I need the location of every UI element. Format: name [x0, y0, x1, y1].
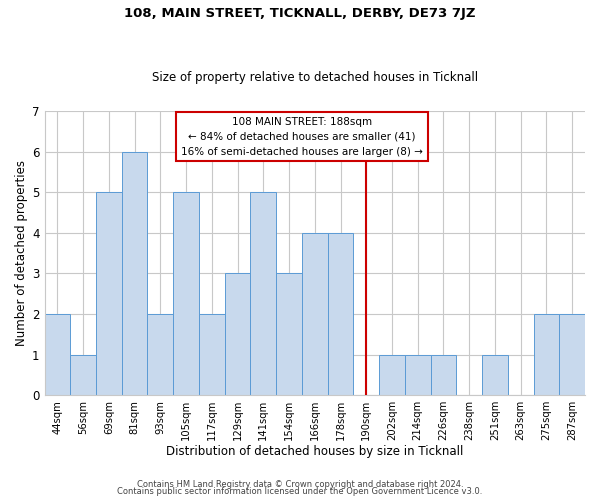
Bar [250, 192, 276, 395]
Title: Size of property relative to detached houses in Ticknall: Size of property relative to detached ho… [152, 70, 478, 84]
Text: Contains public sector information licensed under the Open Government Licence v3: Contains public sector information licen… [118, 488, 482, 496]
Bar [379, 354, 405, 395]
Bar [173, 192, 199, 395]
Bar [328, 233, 353, 395]
Text: Contains HM Land Registry data © Crown copyright and database right 2024.: Contains HM Land Registry data © Crown c… [137, 480, 463, 489]
Y-axis label: Number of detached properties: Number of detached properties [15, 160, 28, 346]
Bar [70, 354, 96, 395]
Text: 108, MAIN STREET, TICKNALL, DERBY, DE73 7JZ: 108, MAIN STREET, TICKNALL, DERBY, DE73 … [124, 8, 476, 20]
Bar [44, 314, 70, 395]
Bar [96, 192, 122, 395]
Bar [559, 314, 585, 395]
Bar [148, 314, 173, 395]
Bar [199, 314, 224, 395]
Bar [431, 354, 457, 395]
Bar [482, 354, 508, 395]
Bar [533, 314, 559, 395]
Bar [276, 274, 302, 395]
Bar [224, 274, 250, 395]
Bar [405, 354, 431, 395]
Bar [122, 152, 148, 395]
X-axis label: Distribution of detached houses by size in Ticknall: Distribution of detached houses by size … [166, 444, 463, 458]
Bar [302, 233, 328, 395]
Text: 108 MAIN STREET: 188sqm
← 84% of detached houses are smaller (41)
16% of semi-de: 108 MAIN STREET: 188sqm ← 84% of detache… [181, 117, 423, 156]
